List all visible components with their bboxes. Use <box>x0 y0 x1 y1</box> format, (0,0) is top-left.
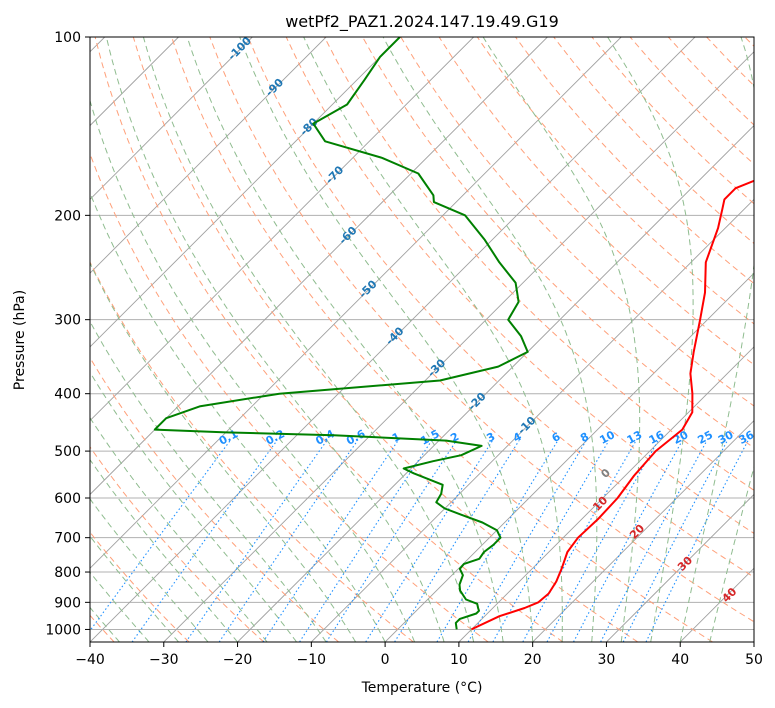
isotherm-line <box>90 37 622 569</box>
profile-lines <box>153 37 754 631</box>
moist-adiabat-line <box>90 458 238 642</box>
mixing-ratio-line <box>365 440 493 642</box>
y-tick-label: 500 <box>54 444 81 460</box>
chart-title: wetPf2_PAZ1.2024.147.19.49.G19 <box>285 12 559 32</box>
x-tick-label: −10 <box>297 652 327 668</box>
mixing-ratio-line <box>185 440 328 642</box>
moist-adiabat-line <box>239 37 534 642</box>
moist-adiabat-line <box>709 465 754 642</box>
mixing-ratio-label: 20 <box>671 428 691 447</box>
moist-adiabat-line <box>90 320 327 642</box>
x-tick-label: 30 <box>598 652 616 668</box>
mixing-ratio-line <box>325 440 457 642</box>
dry-adiabat-line <box>476 37 754 325</box>
mixing-ratio-line <box>218 440 358 642</box>
y-tick-label: 400 <box>54 387 81 403</box>
dewpoint-line <box>153 37 529 630</box>
isotherm-line <box>237 124 754 642</box>
moist-adiabat-line <box>679 37 754 642</box>
mixing-ratio-label: 25 <box>695 428 715 447</box>
moist-adiabat-line <box>482 37 641 642</box>
x-tick-label: 40 <box>671 652 689 668</box>
y-axis-ticks: 1000 900 800 700 600 500 400 300 200 100 <box>45 30 90 638</box>
mixing-ratio-line <box>645 440 749 642</box>
isotherm-line <box>90 37 327 274</box>
moist-adiabat-line <box>90 262 357 642</box>
mixing-ratio-line <box>546 440 659 642</box>
dry-adiabat-line <box>171 37 713 642</box>
dry-adiabat-line <box>438 37 754 366</box>
mixing-ratio-label: 10 <box>597 428 617 447</box>
isotherm-line <box>90 37 401 348</box>
moist-adiabat-line <box>382 37 598 642</box>
moist-adiabat-line <box>186 37 504 642</box>
y-axis-label: Pressure (hPa) <box>12 290 28 390</box>
moist-adiabat-line <box>105 37 445 642</box>
moist-adiabat-line <box>607 37 694 642</box>
moist-adiabat-line <box>90 535 179 642</box>
mixing-ratio-line <box>573 440 683 642</box>
isotherm-line <box>458 346 754 642</box>
moist-adiabat-line <box>142 37 475 642</box>
mixing-ratio-label: 16 <box>647 428 667 447</box>
y-tick-label: 800 <box>54 565 81 581</box>
x-axis-label: Temperature (°C) <box>361 680 483 696</box>
x-tick-label: 0 <box>381 652 390 668</box>
mixing-ratio-line <box>131 440 278 642</box>
y-tick-label: 700 <box>54 531 81 547</box>
y-tick-label: 100 <box>54 30 81 46</box>
moist-adiabat-line <box>303 37 563 642</box>
dry-adiabat-line <box>90 260 414 642</box>
y-tick-label: 300 <box>54 313 81 329</box>
x-tick-label: 50 <box>745 652 763 668</box>
mixing-ratio-label: 36 <box>737 428 757 447</box>
temperature-line <box>470 179 754 631</box>
x-tick-label: 10 <box>450 652 468 668</box>
moist-adiabat-line <box>90 191 386 642</box>
x-tick-label: −30 <box>149 652 179 668</box>
isotherm-line <box>532 420 754 642</box>
moist-adiabat-line <box>90 416 268 642</box>
y-tick-label: 1000 <box>45 622 81 638</box>
isotherm-line <box>384 272 754 642</box>
isotherm-line <box>90 37 474 422</box>
mixing-ratio-line <box>467 440 587 642</box>
x-axis-ticks: −40 −30 −20 −10 0 10 20 30 40 50 <box>75 642 763 668</box>
isotherm-line <box>90 37 696 642</box>
mixing-ratio-line <box>90 440 231 632</box>
dry-adiabat-line <box>90 446 265 642</box>
plot-frame <box>89 36 755 643</box>
dry-adiabat-line <box>323 37 754 491</box>
dry-adiabat-line <box>515 37 754 285</box>
mixing-ratio-line <box>299 440 433 642</box>
dry-adiabat-line <box>209 37 754 623</box>
dry-adiabat-line <box>132 37 639 642</box>
y-tick-label: 200 <box>54 208 81 224</box>
dry-adiabat-line <box>247 37 754 578</box>
x-tick-label: −20 <box>223 652 253 668</box>
isotherm-line <box>606 493 754 642</box>
mixing-ratio-line <box>262 440 399 642</box>
moist-adiabat-line <box>90 371 297 642</box>
mixing-ratio-line <box>436 440 559 642</box>
mixing-ratio-line <box>394 440 520 642</box>
mixing-ratio-line <box>492 440 610 642</box>
x-tick-label: −40 <box>75 652 105 668</box>
moist-adiabat-line <box>90 99 416 642</box>
y-tick-label: 900 <box>54 595 81 611</box>
y-tick-label: 600 <box>54 491 81 507</box>
isotherm-line <box>163 51 754 642</box>
isotherm-line <box>90 37 253 200</box>
mixing-ratio-label: 30 <box>716 428 736 447</box>
mixing-ratio-label: 13 <box>625 428 645 447</box>
dry-adiabat-line <box>94 37 564 642</box>
mixing-ratio-line <box>522 440 637 642</box>
background-lines <box>90 37 754 642</box>
moist-adiabat-line <box>90 498 209 642</box>
dry-adiabat-line <box>285 37 754 535</box>
isotherm-line <box>90 37 548 496</box>
dry-adiabat-line <box>90 356 339 642</box>
x-tick-label: 20 <box>524 652 542 668</box>
